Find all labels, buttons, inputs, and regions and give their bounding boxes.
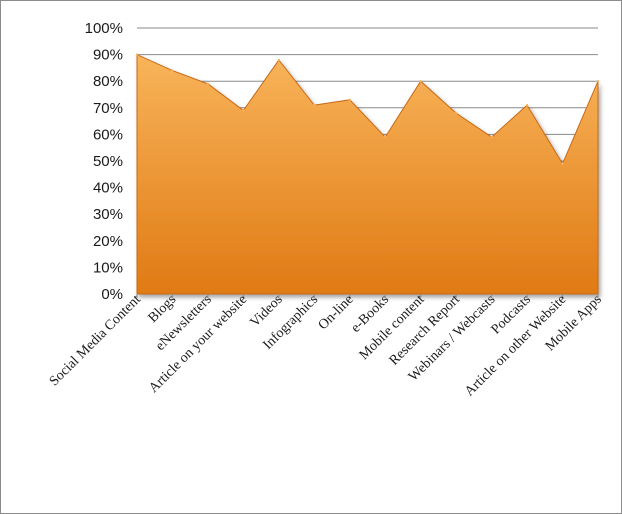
area-fill — [136, 53, 599, 295]
data-point — [313, 103, 316, 107]
data-point — [561, 162, 564, 165]
data-point — [419, 80, 422, 83]
x-axis-tick-labels: Social Media Content BlogseNewslettersArt… — [47, 292, 605, 399]
data-point — [171, 69, 174, 72]
y-tick-label: 0% — [101, 286, 123, 303]
data-point — [525, 103, 529, 107]
x-tick-label: Social Media Content — [47, 292, 144, 389]
y-tick-label: 10% — [93, 259, 123, 276]
y-axis-tick-labels: 0% 10% 20% 30% 40% 50% 60% 70% 80% 90% 100% — [85, 20, 123, 303]
data-point — [454, 111, 458, 115]
data-point — [242, 109, 245, 112]
y-tick-label: 60% — [93, 126, 123, 143]
data-point — [135, 53, 139, 56]
y-tick-label: 40% — [93, 180, 123, 197]
data-point — [596, 80, 600, 83]
y-tick-label: 20% — [93, 233, 123, 250]
y-tick-label: 80% — [93, 73, 123, 90]
data-point — [206, 82, 210, 86]
data-point — [277, 58, 281, 62]
data-point — [384, 135, 387, 139]
y-tick-label: 100% — [85, 20, 123, 37]
y-tick-label: 50% — [93, 153, 123, 170]
area-series — [135, 53, 600, 295]
data-point — [490, 135, 493, 139]
y-tick-label: 70% — [93, 100, 123, 117]
data-point — [348, 98, 351, 102]
y-tick-label: 30% — [93, 206, 123, 223]
y-tick-label: 90% — [93, 47, 123, 64]
